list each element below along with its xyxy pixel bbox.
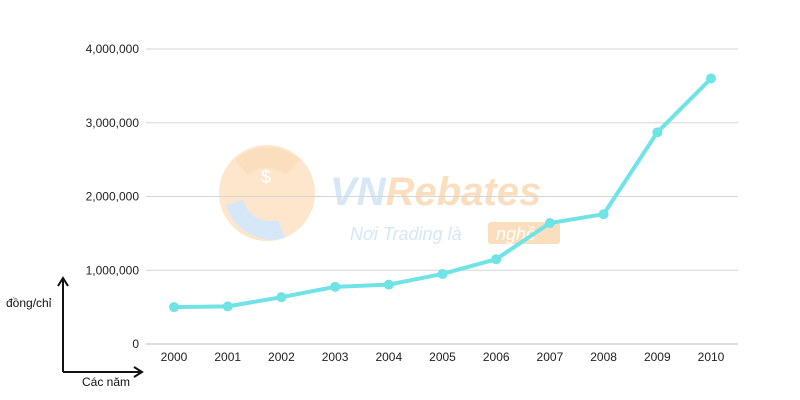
- x-tick-label: 2003: [322, 350, 349, 364]
- y-axis-title: đồng/chỉ: [6, 296, 52, 310]
- data-point: [276, 292, 287, 303]
- data-point: [437, 268, 448, 279]
- x-tick-label: 2010: [698, 350, 725, 364]
- x-tick-label: 2008: [590, 350, 617, 364]
- y-tick-label: 1,000,000: [86, 263, 140, 277]
- x-tick-label: 2004: [375, 350, 402, 364]
- watermark-badge-text: nghề: [496, 224, 536, 244]
- data-point: [222, 301, 233, 312]
- data-point: [330, 281, 341, 292]
- x-axis-title: Các năm: [82, 375, 130, 389]
- watermark-brand: VNRebates: [330, 170, 541, 214]
- x-tick-label: 2002: [268, 350, 295, 364]
- axis-arrows: [57, 276, 144, 378]
- x-tick-label: 2000: [161, 350, 188, 364]
- data-point: [706, 73, 716, 84]
- y-tick-label: 4,000,000: [86, 42, 140, 56]
- watermark-brand-rebates: Rebates: [386, 170, 542, 214]
- x-tick-label: 2005: [429, 350, 456, 364]
- svg-text:$: $: [261, 167, 271, 187]
- data-point: [652, 127, 663, 138]
- x-tick-label: 2007: [537, 350, 564, 364]
- y-tick-label: 0: [132, 337, 139, 351]
- watermark-logo-icon: $: [219, 145, 315, 241]
- x-axis-ticks: 2000 2001 2002 2003 2004 2005 2006 2007 2008 2009…: [161, 350, 725, 364]
- data-point: [169, 302, 179, 313]
- y-tick-label: 3,000,000: [86, 116, 140, 130]
- data-point: [598, 209, 609, 220]
- data-point: [383, 279, 394, 290]
- data-point: [544, 218, 555, 229]
- x-tick-label: 2009: [644, 350, 671, 364]
- y-tick-label: 2,000,000: [86, 190, 140, 204]
- watermark-brand-vn: VN: [330, 170, 387, 214]
- x-axis-arrowhead-icon: [133, 366, 144, 378]
- data-point: [491, 254, 502, 265]
- x-tick-label: 2001: [214, 350, 241, 364]
- y-axis-ticks: 0 1,000,000 2,000,000 3,000,000 4,000,000: [86, 42, 140, 351]
- data-series: [169, 73, 716, 313]
- watermark-tagline: Nơi Trading là: [350, 224, 462, 244]
- gridlines: [146, 48, 738, 345]
- watermark: $ VNRebates Nơi Trading là nghề: [219, 145, 560, 244]
- y-axis-arrowhead-icon: [57, 276, 69, 287]
- x-tick-label: 2006: [483, 350, 510, 364]
